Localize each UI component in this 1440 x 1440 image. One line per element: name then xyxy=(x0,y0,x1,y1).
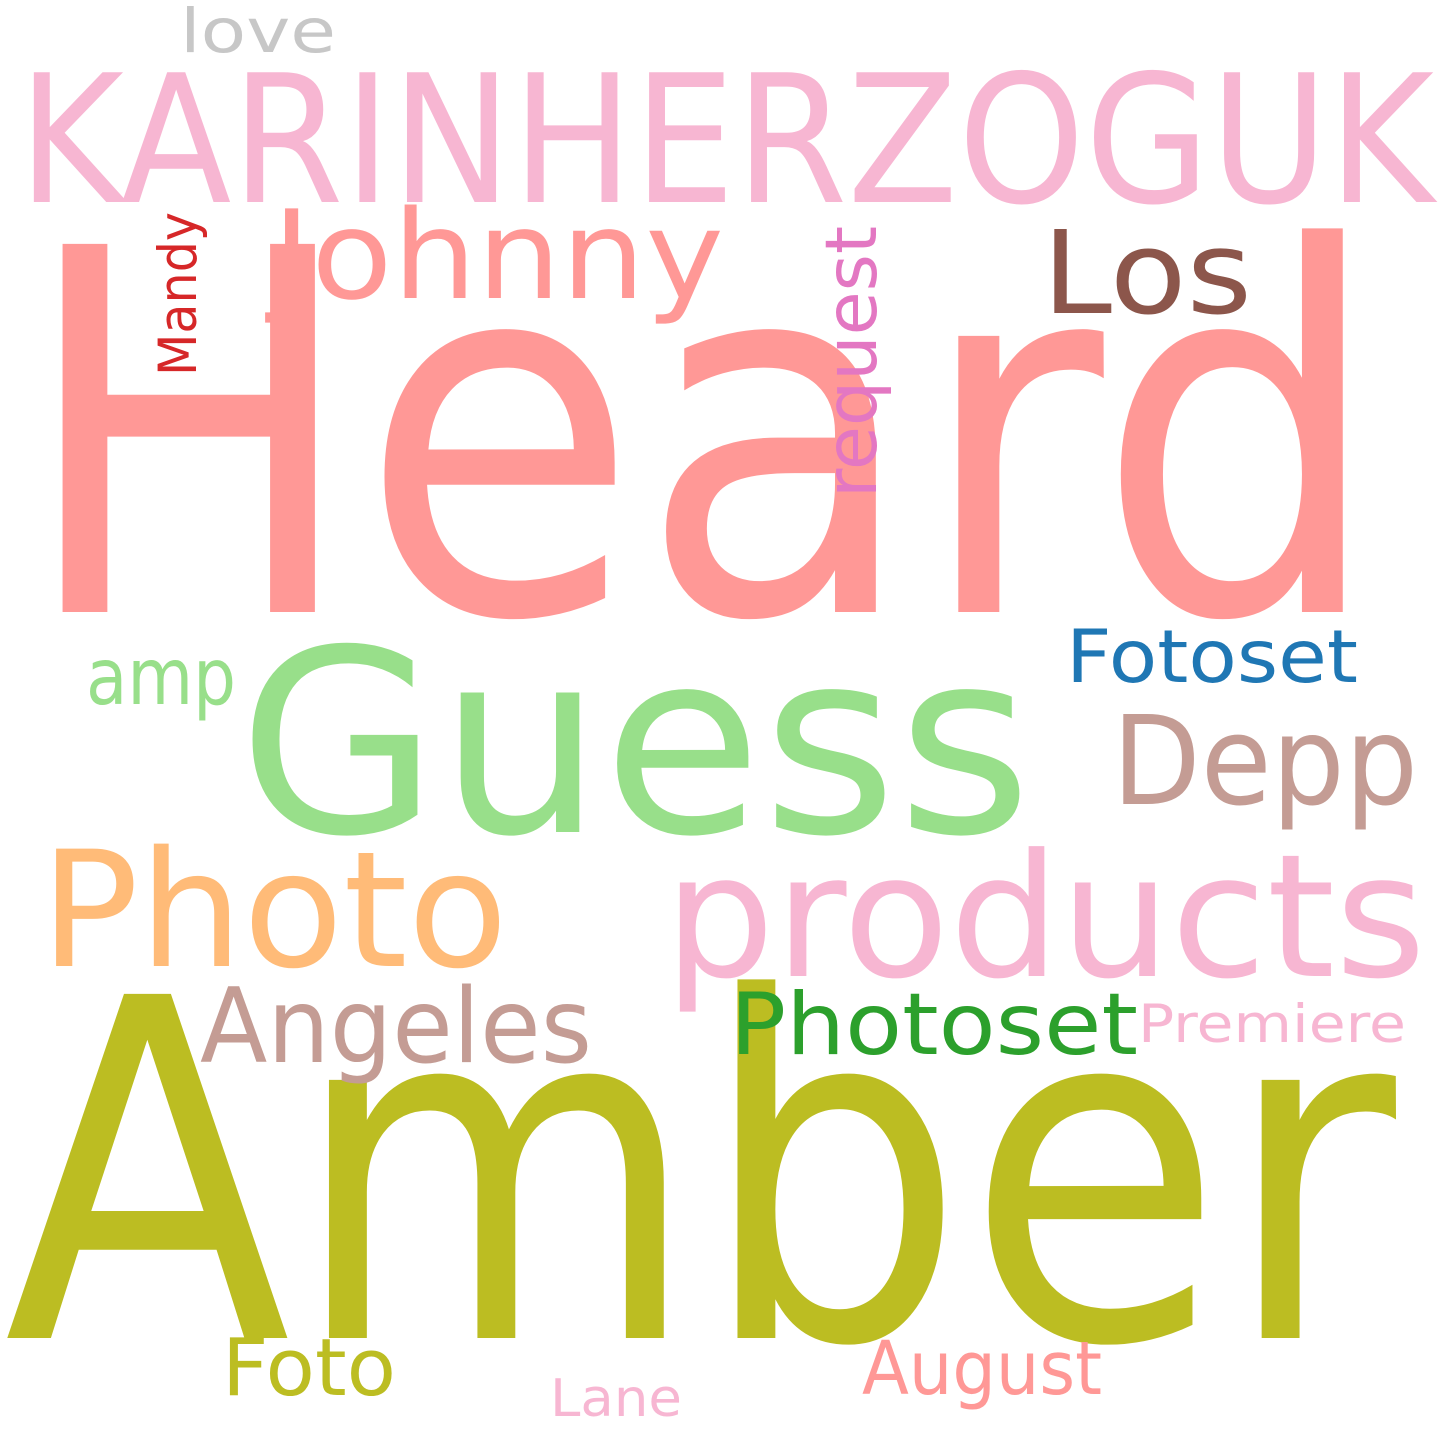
word-amp: amp xyxy=(86,633,236,723)
word-depp: Depp xyxy=(1112,691,1418,834)
word-products: products xyxy=(664,818,1426,1017)
word-los: Los xyxy=(1042,207,1252,341)
word-foto: Foto xyxy=(222,1322,396,1414)
word-august: August xyxy=(862,1326,1102,1412)
word-fotoset: Fotoset xyxy=(1066,615,1358,700)
word-amber: Amber xyxy=(4,901,1400,1440)
word-mandy: Mandy xyxy=(148,212,209,376)
word-lane: Lane xyxy=(550,1369,682,1429)
word-love: love xyxy=(180,0,336,67)
word-premiere: Premiere xyxy=(1138,994,1406,1055)
word-photoset: Photoset xyxy=(730,975,1138,1075)
word-angeles: Angeles xyxy=(200,967,592,1087)
word-photo: Photo xyxy=(40,817,508,1004)
word-karinherzoguk: KARINHERZOGUK xyxy=(18,37,1438,244)
word-heard: Heard xyxy=(18,144,1384,732)
word-guess: Guess xyxy=(238,596,1032,893)
word-johnny: Johnny xyxy=(264,185,724,328)
word-request: request xyxy=(810,226,893,498)
